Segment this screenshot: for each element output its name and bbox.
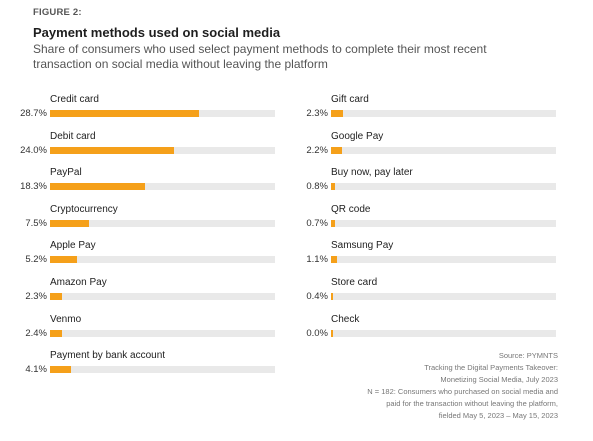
- bar-fill: [50, 293, 62, 300]
- value-label: 2.4%: [25, 327, 47, 339]
- value-label: 0.8%: [306, 181, 328, 193]
- value-label: 0.0%: [306, 327, 328, 339]
- bar-fill: [50, 366, 72, 374]
- bar-track: [331, 183, 556, 191]
- bar-fill: [50, 256, 77, 264]
- value-label: 4.1%: [25, 364, 47, 376]
- category-label: PayPal: [50, 167, 82, 179]
- bar-fill: [50, 110, 199, 117]
- category-label: Gift card: [331, 94, 369, 105]
- bar-track: [50, 110, 275, 117]
- category-label: Amazon Pay: [50, 277, 107, 288]
- bar-fill: [50, 219, 89, 227]
- source-line: Source: PYMNTS: [498, 351, 558, 360]
- bar-track: [331, 256, 556, 264]
- bar-track: [331, 293, 556, 300]
- source-line: paid for the transaction without leaving…: [386, 399, 558, 408]
- bar-track: [50, 329, 275, 337]
- chart-title: Payment methods used on social media: [33, 25, 281, 40]
- value-label: 2.3%: [306, 108, 328, 119]
- bar-fill: [50, 146, 175, 154]
- bar-fill: [331, 183, 336, 191]
- category-label: Samsung Pay: [331, 240, 394, 252]
- bar-fill: [331, 146, 343, 154]
- category-label: Credit card: [50, 94, 99, 105]
- category-label: QR code: [331, 203, 371, 215]
- value-label: 2.3%: [25, 291, 47, 302]
- bar-track: [331, 219, 556, 227]
- bar-track: [50, 366, 275, 374]
- value-label: 2.2%: [306, 144, 328, 156]
- category-label: Apple Pay: [50, 240, 96, 252]
- value-label: 1.1%: [306, 254, 328, 266]
- bar-fill: [50, 329, 63, 337]
- bar-track: [50, 146, 275, 154]
- category-label: Check: [331, 313, 360, 325]
- figure-label: FIGURE 2:: [33, 7, 82, 18]
- chart-subtitle: Share of consumers who used select payme…: [33, 42, 487, 71]
- category-label: Google Pay: [331, 130, 384, 142]
- bar-track: [331, 110, 556, 117]
- source-line: Tracking the Digital Payments Takeover:: [424, 363, 558, 372]
- category-label: Store card: [331, 277, 378, 288]
- value-label: 28.7%: [20, 108, 47, 119]
- bar-fill: [50, 183, 145, 191]
- bar-track: [50, 256, 275, 264]
- source-note: Source: PYMNTS Tracking the Digital Paym…: [288, 350, 558, 422]
- value-label: 24.0%: [20, 144, 47, 156]
- category-label: Payment by bank account: [50, 350, 166, 362]
- category-label: Venmo: [50, 313, 82, 325]
- source-line: Monetizing Social Media, July 2023: [440, 375, 558, 384]
- category-label: Buy now, pay later: [331, 167, 413, 179]
- bar-fill: [331, 256, 337, 264]
- bar-fill: [331, 110, 343, 117]
- value-label: 5.2%: [25, 254, 47, 266]
- value-label: 18.3%: [20, 181, 47, 193]
- bar-track: [331, 329, 556, 337]
- source-line: fielded May 5, 2023 – May 15, 2023: [438, 411, 558, 420]
- bar-track: [331, 146, 556, 154]
- category-label: Cryptocurrency: [50, 203, 118, 215]
- bar-fill: [331, 219, 335, 227]
- value-label: 7.5%: [25, 217, 47, 229]
- value-label: 0.7%: [306, 217, 328, 229]
- source-line: N = 182: Consumers who purchased on soci…: [367, 387, 558, 396]
- category-label: Debit card: [50, 130, 96, 142]
- bar-fill: [331, 293, 334, 300]
- bar-track: [50, 183, 275, 191]
- bar-track: [50, 293, 275, 300]
- value-label: 0.4%: [306, 291, 328, 302]
- bar-track: [50, 219, 275, 227]
- bar-fill: [331, 329, 333, 337]
